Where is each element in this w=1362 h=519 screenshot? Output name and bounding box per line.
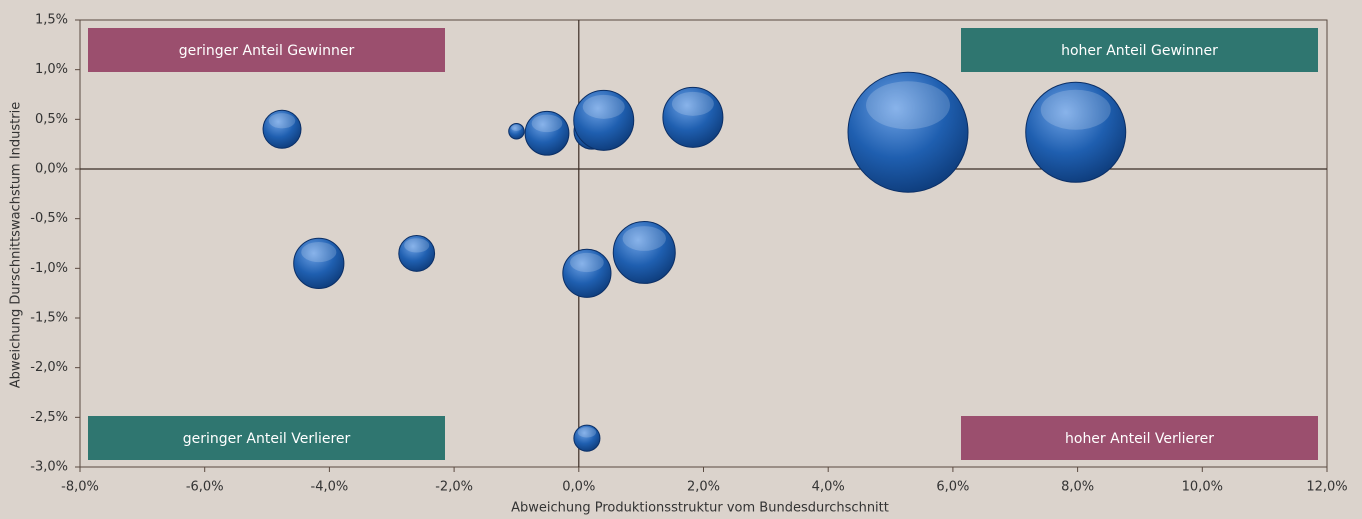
- quadrant-label: hoher Anteil Verlierer: [1065, 431, 1214, 447]
- quadrant-label: geringer Anteil Verlierer: [183, 431, 351, 447]
- x-tick-label: -4,0%: [311, 480, 349, 495]
- bubble: [662, 86, 724, 148]
- bubble-highlight: [531, 114, 563, 133]
- bubble: [262, 109, 302, 149]
- y-tick-label: -1,0%: [30, 261, 68, 276]
- x-axis-label: Abweichung Produktionsstruktur vom Bunde…: [511, 501, 889, 516]
- x-tick-label: 12,0%: [1306, 480, 1347, 495]
- bubble: [398, 235, 436, 272]
- quadrant-box: [961, 28, 1318, 72]
- x-tick-label: 0,0%: [562, 480, 595, 495]
- y-tick-label: 0,5%: [35, 112, 68, 127]
- bubble: [524, 110, 570, 156]
- y-tick-label: 0,0%: [35, 162, 68, 177]
- x-tick-label: -8,0%: [61, 480, 99, 495]
- bubble: [847, 71, 969, 193]
- x-tick-label: -2,0%: [435, 480, 473, 495]
- x-tick-label: -6,0%: [186, 480, 224, 495]
- bubble: [573, 424, 601, 452]
- bubble-highlight: [268, 113, 296, 129]
- x-tick-label: 2,0%: [687, 480, 720, 495]
- quadrant-label: geringer Anteil Gewinner: [179, 43, 355, 59]
- bubble-highlight: [866, 81, 951, 130]
- y-tick-label: -1,5%: [30, 311, 68, 326]
- bubble-highlight: [622, 226, 666, 251]
- x-tick-label: 6,0%: [936, 480, 969, 495]
- y-tick-label: -2,5%: [30, 410, 68, 425]
- bubble-highlight: [404, 238, 430, 253]
- bubble: [612, 220, 676, 284]
- x-tick-label: 10,0%: [1182, 480, 1223, 495]
- bubble: [1025, 81, 1127, 183]
- y-tick-label: 1,0%: [35, 62, 68, 77]
- bubble: [508, 123, 525, 140]
- bubble-highlight: [1040, 89, 1111, 130]
- bubble-highlight: [582, 94, 625, 119]
- quadrant-label: hoher Anteil Gewinner: [1061, 43, 1218, 59]
- bubble-highlight: [671, 91, 714, 116]
- y-tick-label: -0,5%: [30, 211, 68, 226]
- bubble-highlight: [301, 242, 337, 263]
- quadrant-box: [88, 416, 445, 460]
- y-tick-label: 1,5%: [35, 13, 68, 28]
- bubble-highlight: [570, 252, 604, 273]
- y-axis-label: Abweichung Durschnittswachstum Industrie: [9, 102, 24, 389]
- bubble: [562, 248, 612, 298]
- bubble: [573, 89, 635, 151]
- bubble-highlight: [577, 427, 597, 438]
- quadrant-box: [88, 28, 445, 72]
- x-tick-label: 8,0%: [1061, 480, 1094, 495]
- bubble-highlight: [511, 124, 522, 131]
- bubble: [293, 237, 345, 289]
- y-tick-label: -2,0%: [30, 360, 68, 375]
- quadrant-box: [961, 416, 1318, 460]
- y-tick-label: -3,0%: [30, 460, 68, 475]
- x-tick-label: 4,0%: [812, 480, 845, 495]
